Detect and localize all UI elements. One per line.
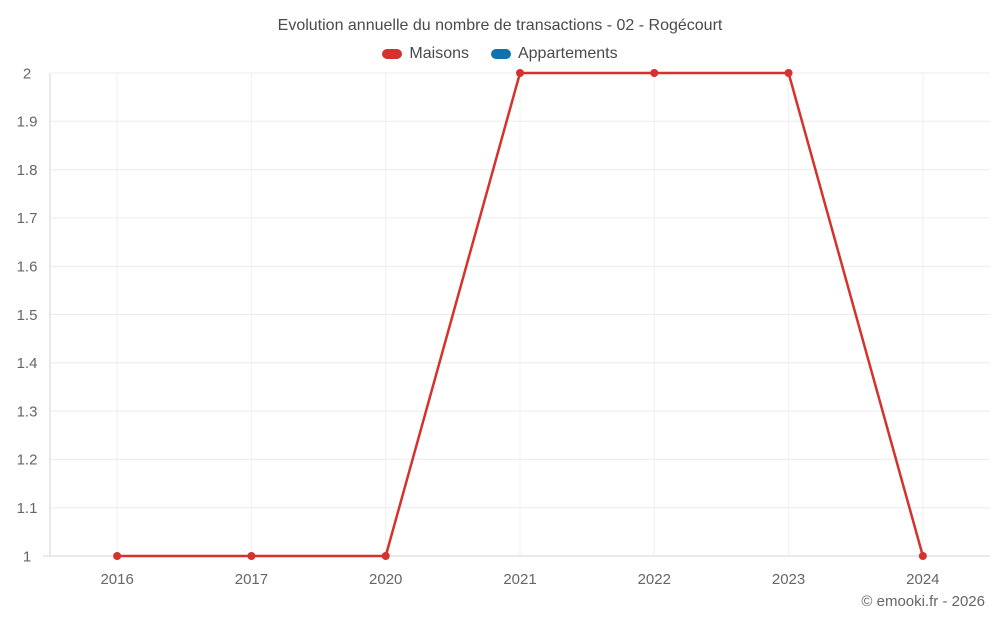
chart-title: Evolution annuelle du nombre de transact… [277, 17, 723, 34]
y-axis-label: 1.1 [17, 500, 38, 517]
maisons-data-point[interactable] [784, 69, 793, 77]
x-axis-label: 2017 [235, 571, 268, 588]
maisons-data-point[interactable] [650, 69, 659, 77]
maisons-data-point[interactable] [247, 552, 256, 560]
appartements-swatch-icon [490, 49, 511, 59]
y-axis-label: 1.5 [17, 307, 38, 324]
maisons-swatch-icon [382, 49, 403, 59]
maisons-data-point[interactable] [113, 552, 122, 560]
legend-label-appartements: Appartements [517, 45, 618, 62]
x-axis-label: 2022 [638, 571, 671, 588]
y-axis-label: 1 [23, 548, 31, 565]
y-axis-label: 1.7 [17, 210, 38, 227]
y-axis-label: 1.3 [17, 403, 38, 420]
maisons-data-point[interactable] [918, 552, 927, 560]
x-axis-label: 2024 [906, 571, 939, 588]
y-axis-label: 1.2 [17, 452, 38, 469]
y-axis-label: 1.4 [17, 355, 38, 372]
y-axis-label: 1.6 [17, 258, 38, 275]
y-axis-label: 1.9 [17, 114, 38, 131]
legend-label-maisons: Maisons [409, 45, 469, 62]
legend-item-appartements[interactable]: Appartements [490, 45, 618, 63]
x-axis-label: 2021 [503, 571, 536, 588]
x-axis-label: 2023 [772, 571, 805, 588]
legend: Maisons Appartements [0, 45, 1000, 63]
maisons-data-point[interactable] [381, 552, 390, 560]
x-axis-label: 2020 [369, 571, 402, 588]
credits: © emooki.fr - 2026 [861, 593, 985, 610]
y-axis-label: 2 [23, 65, 31, 82]
legend-item-maisons[interactable]: Maisons [382, 45, 469, 63]
x-axis-label: 2016 [100, 571, 133, 588]
y-axis-label: 1.8 [17, 162, 38, 179]
maisons-data-point[interactable] [516, 69, 524, 77]
